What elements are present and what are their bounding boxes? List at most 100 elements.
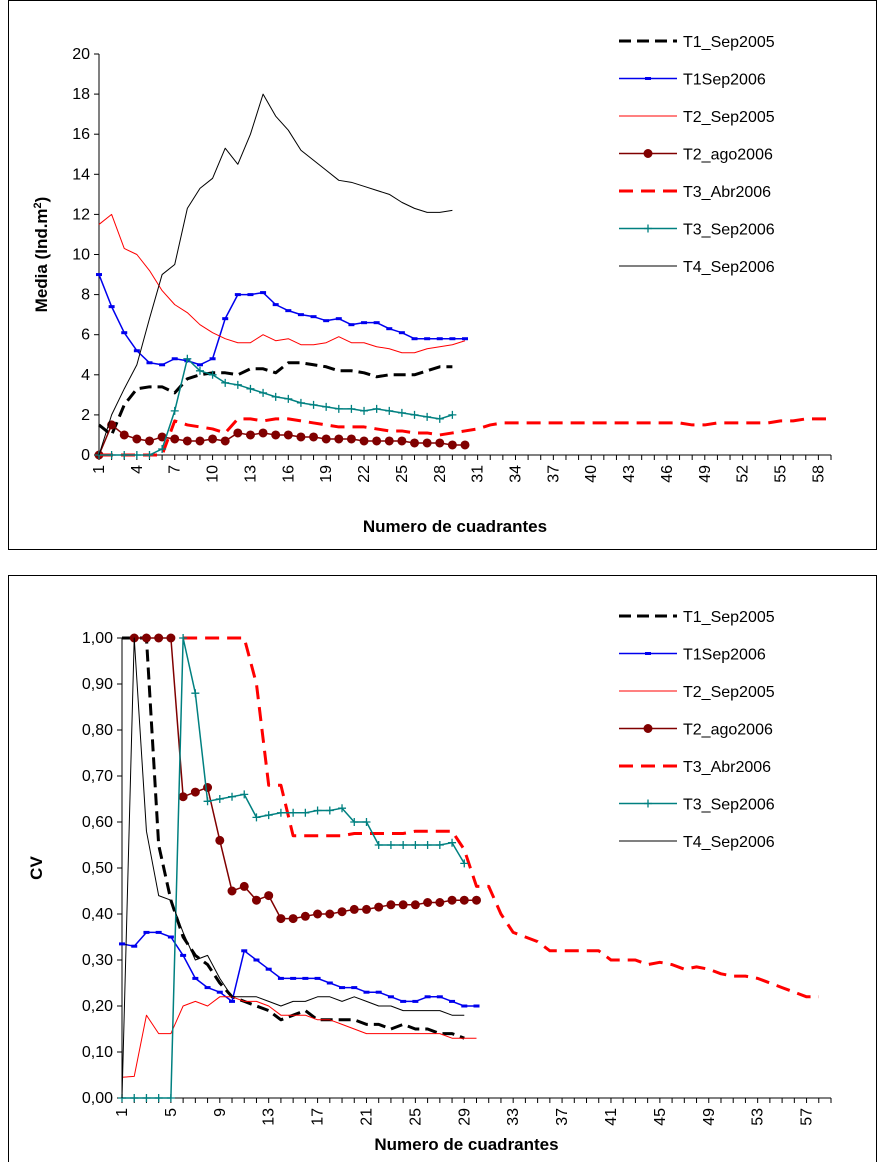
point-t2-ago2006 [227,886,237,896]
point-t3-sep2006 [166,1094,175,1102]
point-t2-ago2006 [276,914,286,924]
point-t3-sep2006 [350,818,359,826]
series-line-t4-sep2006 [98,93,453,456]
x-axis-label: Numero de cuadrantes [363,517,547,536]
legend-label-t1sep2006: T1Sep2006 [683,72,766,89]
point-t2-ago2006 [170,434,180,444]
x-tick-label: 31 [470,465,487,483]
series-line-t2-sep2005 [98,213,466,354]
x-tick-label: 45 [652,1108,669,1126]
point-t3-sep2006 [435,414,444,423]
legend-label-t3-abr2006: T3_Abr2006 [683,184,771,201]
x-tick-label: 41 [603,1108,620,1126]
x-tick-label: 13 [261,1108,278,1126]
point-t2-ago2006 [410,438,420,448]
legend-label-t1-sep2005: T1_Sep2005 [683,609,775,626]
chart-panel-media: 0 2 4 6 8 10 12 14 16 18 20 1 4 7 10 13 16 19 22 25 28 31 34 37… [8,0,877,550]
x-tick-label: 46 [659,465,676,483]
point-t3-sep2006 [264,811,273,820]
x-tick-label: 53 [750,1108,767,1126]
y-tick-label: 0,60 [82,814,113,831]
point-t3-sep2006 [252,813,261,822]
y-tick-label: 0,30 [82,952,113,969]
x-tick-label: 21 [358,1108,375,1126]
legend-label-t4-sep2006: T4_Sep2006 [683,259,775,276]
x-tick-label: 28 [432,465,449,483]
x-tick-label: 29 [456,1108,473,1126]
point-t2-ago2006 [283,430,293,440]
series-line-t1sep2006 [98,274,465,366]
point-t2-ago2006 [337,907,347,917]
x-tick-label: 10 [205,465,222,483]
y-tick-label: 0 [81,447,90,464]
x-tick-label: 57 [799,1108,816,1126]
y-tick-label: 0,50 [82,860,113,877]
point-t3-sep2006 [221,378,230,387]
point-t3-sep2006 [154,1094,163,1102]
legend-label-t2-sep2005: T2_Sep2005 [683,109,775,126]
point-t3-sep2006 [215,795,224,803]
point-t3-sep2006 [240,790,249,799]
point-t3-sep2006 [130,1094,139,1102]
point-t2-ago2006 [215,835,225,845]
point-t3-sep2006 [309,400,318,409]
point-t2-ago2006 [132,434,142,444]
series-line-t3-abr2006 [99,417,831,457]
point-t2-ago2006 [359,436,369,446]
point-t3-sep2006 [145,451,154,459]
x-tick-label: 49 [697,465,714,483]
point-t2-ago2006 [245,430,255,440]
point-t3-sep2006 [191,689,200,698]
point-t3-sep2006 [301,808,310,817]
point-t2-ago2006 [435,438,445,448]
point-t3-sep2006 [322,402,331,411]
point-t2-ago2006 [300,911,310,921]
point-t3-sep2006 [410,410,419,419]
point-t2-ago2006 [258,428,268,438]
y-tick-label: 2 [81,407,90,424]
x-tick-label: 25 [394,465,411,483]
point-t3-sep2006 [271,392,280,401]
point-t3-sep2006 [399,841,408,849]
point-t3-sep2006 [107,451,116,459]
point-t3-sep2006 [334,404,343,413]
series-line-t1-sep2005 [98,361,453,437]
point-t2-ago2006 [423,898,433,907]
point-t3-sep2006 [338,804,347,813]
point-t3-sep2006 [360,406,369,415]
x-axis-label: Numero de cuadrantes [374,1135,558,1154]
point-t3-sep2006 [142,1094,151,1102]
point-t2-ago2006 [264,891,274,901]
series-line-t4-sep2006 [121,637,465,1099]
point-t3-sep2006 [385,406,394,415]
point-t2-ago2006 [384,436,394,446]
legend-marker-t3-sep2006 [644,224,652,233]
point-t3-sep2006 [347,404,356,413]
x-tick-label: 37 [554,1108,571,1126]
point-t2-ago2006 [208,434,218,444]
point-t3-sep2006 [435,841,444,849]
legend-marker-t2-ago2006 [643,724,653,733]
x-tick-label: 19 [318,465,335,483]
y-tick-label: 6 [81,327,90,344]
point-t2-ago2006 [288,914,298,924]
point-t2-ago2006 [321,434,331,444]
x-tick-label: 49 [701,1108,718,1126]
x-tick-label: 1 [114,1108,131,1117]
point-t2-ago2006 [239,881,249,891]
legend-label-t3-sep2006: T3_Sep2006 [683,222,775,239]
point-t3-sep2006 [313,806,322,815]
point-t2-ago2006 [374,902,384,912]
series-line-t2-ago2006 [134,637,477,920]
x-tick-label: 4 [129,465,146,474]
point-t3-sep2006 [374,841,383,849]
point-t2-ago2006 [309,432,319,442]
y-tick-label: 1,00 [82,630,113,647]
x-tick-label: 5 [163,1108,180,1117]
point-t2-ago2006 [166,633,176,643]
series-line-t3-abr2006 [183,636,819,999]
y-tick-label: 0,90 [82,676,113,693]
point-t2-ago2006 [334,434,344,444]
point-t2-ago2006 [296,432,306,442]
